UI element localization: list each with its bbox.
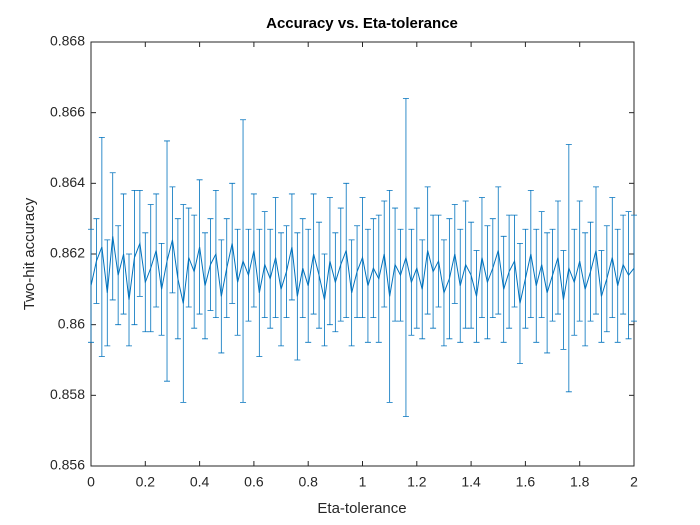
x-tick-label: 2 xyxy=(630,474,638,490)
y-tick-label: 0.86 xyxy=(58,315,85,331)
data-line xyxy=(90,236,635,304)
error-bar xyxy=(631,214,637,322)
x-tick-label: 1 xyxy=(359,474,367,490)
x-tick-label: 0.6 xyxy=(244,474,264,490)
x-tick-label: 0.8 xyxy=(298,474,318,490)
y-tick-label: 0.868 xyxy=(50,33,85,49)
y-tick-label: 0.862 xyxy=(50,245,85,261)
y-tick-label: 0.858 xyxy=(50,386,85,402)
x-tick-label: 1.4 xyxy=(461,474,481,490)
y-tick-label: 0.866 xyxy=(50,103,85,119)
y-tick-label: 0.856 xyxy=(50,457,85,473)
x-tick-label: 1.6 xyxy=(516,474,536,490)
y-axis-label: Two-hit accuracy xyxy=(21,197,38,310)
x-tick-label: 1.2 xyxy=(407,474,427,490)
y-tick-label: 0.864 xyxy=(50,174,85,190)
x-axis-label: Eta-tolerance xyxy=(317,500,406,517)
x-tick-label: 0.2 xyxy=(136,474,156,490)
chart-title: Accuracy vs. Eta-tolerance xyxy=(266,15,458,32)
x-tick-label: 0.4 xyxy=(190,474,210,490)
x-tick-label: 1.8 xyxy=(570,474,590,490)
x-tick-label: 0 xyxy=(87,474,95,490)
